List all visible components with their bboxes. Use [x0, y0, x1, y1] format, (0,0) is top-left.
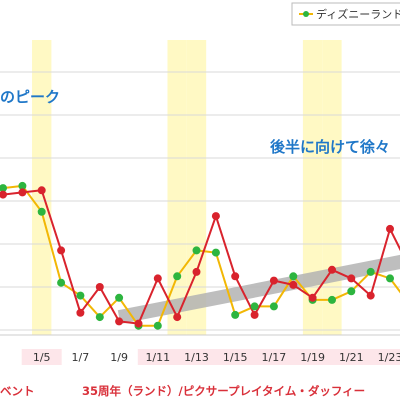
data-point-s1-19	[366, 291, 375, 300]
trend-band-bar	[117, 254, 400, 324]
x-tick-label-4: 1/13	[184, 351, 209, 364]
data-point-s0-13	[250, 302, 259, 311]
data-point-s0-12	[231, 310, 240, 319]
data-point-s1-7	[134, 319, 143, 328]
data-point-s1-12	[231, 272, 240, 281]
data-point-s0-0	[0, 184, 7, 193]
annotation-peak: のピーク	[0, 88, 60, 106]
data-point-s0-20	[386, 274, 394, 283]
data-point-s1-11	[211, 212, 220, 221]
data-point-s1-18	[347, 274, 356, 283]
data-point-s0-10	[192, 246, 201, 255]
highlight-band-1-19	[302, 40, 323, 335]
data-point-s0-9	[173, 272, 182, 281]
tick-bg-5	[215, 349, 256, 365]
legend-box	[291, 2, 400, 26]
highlight-band-1-13	[186, 40, 207, 335]
data-point-s0-17	[328, 295, 336, 304]
data-point-s1-13	[250, 310, 259, 319]
data-point-s1-3	[57, 246, 66, 255]
data-point-s0-4	[76, 291, 85, 300]
x-tick-label-3: 1/11	[145, 351, 170, 364]
data-point-s1-10	[192, 267, 201, 276]
x-tick-label-9: 1/23	[378, 351, 400, 364]
x-tick-label-8: 1/21	[339, 351, 364, 364]
data-point-s0-18	[347, 287, 356, 296]
data-point-s1-17	[328, 265, 336, 274]
tick-bg-4	[176, 349, 217, 365]
data-point-s0-19	[366, 267, 375, 276]
data-point-s1-6	[115, 317, 124, 326]
series-line-1	[2, 189, 400, 325]
data-point-s0-2	[37, 207, 46, 216]
tick-bg-9	[370, 349, 400, 365]
data-point-s0-3	[57, 278, 66, 287]
tick-bg-3	[137, 349, 178, 365]
series-markers	[0, 181, 394, 330]
data-point-s1-8	[153, 274, 162, 283]
highlight-band-1-20	[322, 40, 342, 335]
data-point-s1-16	[308, 293, 317, 302]
x-tick-label-7: 1/19	[300, 351, 325, 364]
data-point-s0-8	[153, 321, 162, 330]
data-point-s1-15	[289, 280, 298, 289]
data-point-s1-9	[173, 313, 182, 322]
legend: ディズニーランド	[291, 2, 400, 26]
x-tick-label-5: 1/15	[223, 351, 248, 364]
tick-bg-6	[253, 349, 294, 365]
data-point-s1-1	[18, 188, 27, 197]
data-point-s0-6	[115, 293, 124, 302]
data-point-s1-20	[386, 224, 394, 233]
weekend-highlight-bands	[32, 40, 342, 335]
data-point-s1-4	[76, 308, 85, 317]
data-point-s1-0	[0, 190, 7, 199]
x-tick-label-0: 1/5	[33, 351, 51, 364]
data-point-s1-5	[95, 283, 104, 291]
tick-bg-7	[292, 349, 333, 365]
data-point-s1-14	[269, 276, 278, 285]
data-point-s0-1	[18, 181, 27, 190]
data-point-s0-15	[289, 272, 298, 281]
legend-entry-0: ディズニーランド	[316, 7, 400, 21]
data-point-s0-5	[95, 313, 104, 322]
footer-event-right: 35周年（ランド）/ピクサープレイタイム・ダッフィー	[82, 384, 365, 398]
x-axis-tick-labels: 1/51/71/91/111/131/151/171/191/211/231/2…	[21, 349, 400, 365]
legend-marker-swatch	[303, 11, 309, 17]
annotation-trend: 後半に向けて徐々	[269, 138, 390, 156]
highlight-band-1-12	[167, 40, 187, 335]
footer-event-left: ベント	[0, 384, 35, 398]
x-tick-label-6: 1/17	[262, 351, 287, 364]
trend-band	[117, 254, 400, 324]
x-tick-label-1: 1/7	[72, 351, 90, 364]
data-point-s1-2	[37, 186, 46, 195]
data-point-s0-14	[269, 302, 278, 311]
tick-bg-0	[21, 349, 62, 365]
data-point-s0-11	[211, 248, 220, 257]
x-tick-label-2: 1/9	[110, 351, 128, 364]
tick-bg-8	[331, 349, 372, 365]
